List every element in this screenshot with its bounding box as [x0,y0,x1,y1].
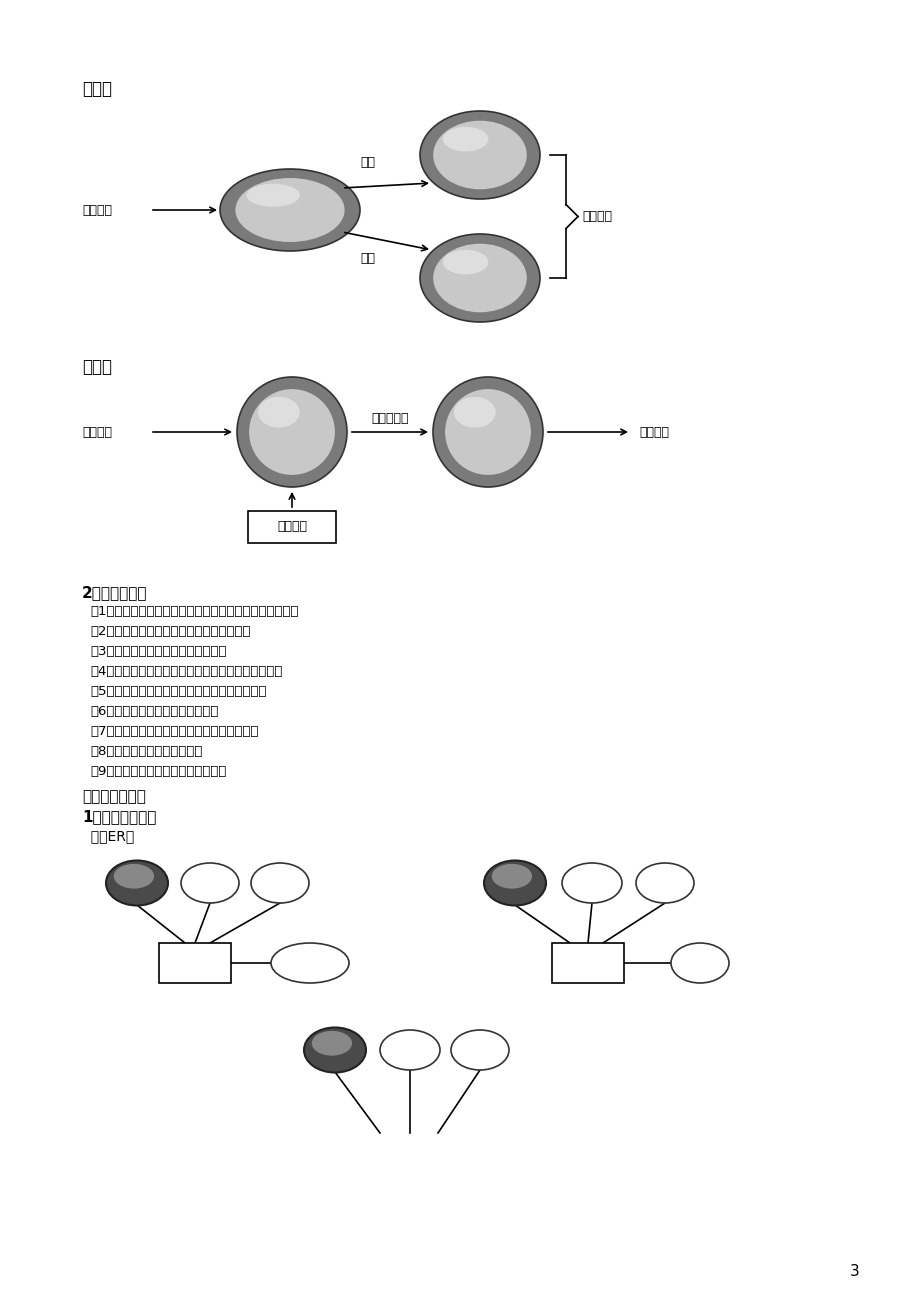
Text: 更新记录
4.2: 更新记录 4.2 [472,413,503,441]
Text: 各科: 各科 [360,251,375,264]
Text: 课程号: 课程号 [323,1043,346,1056]
Text: 局部ER图: 局部ER图 [82,829,134,842]
Ellipse shape [492,863,531,889]
Ellipse shape [181,863,239,904]
Ellipse shape [433,243,527,312]
Text: 性别: 性别 [272,876,287,889]
Text: 专业: 专业 [579,956,596,970]
Ellipse shape [483,861,545,905]
Ellipse shape [450,1030,508,1070]
Text: 统计选择 3.1: 统计选择 3.1 [263,198,316,211]
Text: 学生信息: 学生信息 [82,426,112,439]
Ellipse shape [420,234,539,322]
Ellipse shape [445,389,530,475]
Text: 第四层: 第四层 [82,79,112,98]
Text: （6）具有成绩统计，排名等功能。: （6）具有成绩统计，排名等功能。 [90,704,218,717]
Bar [551,943,623,983]
Text: 班级平均
成绩 3.1: 班级平均 成绩 3.1 [460,133,499,161]
Ellipse shape [433,121,527,189]
Text: 专业名: 专业名 [580,876,603,889]
Text: 各科平均
成绩 3.3: 各科平均 成绩 3.3 [460,256,499,284]
Ellipse shape [453,397,495,427]
Ellipse shape [257,397,300,427]
Text: 班级: 班级 [360,155,375,168]
Ellipse shape [635,863,693,904]
Ellipse shape [442,126,488,151]
Text: 专业号: 专业号 [504,876,526,889]
Text: 课程名: 课程名 [398,1043,421,1056]
Text: （5）能方便的对学生的个人学期成绩进行查询。: （5）能方便的对学生的个人学期成绩进行查询。 [90,685,267,698]
Text: （8）能输出常用的各种报表。: （8）能输出常用的各种报表。 [90,745,202,758]
Text: 2．功能需求：: 2．功能需求： [82,585,147,600]
Text: 姓名: 姓名 [202,876,217,889]
Text: 院系: 院系 [692,957,707,970]
Bar [159,943,231,983]
Text: （7）具有留级，休学等特殊情况的处理功能。: （7）具有留级，休学等特殊情况的处理功能。 [90,725,258,738]
Text: 成绩标准: 成绩标准 [277,521,307,534]
Ellipse shape [237,378,346,487]
Text: 出生年月: 出生年月 [295,957,324,970]
Ellipse shape [380,1030,439,1070]
Text: 学时: 学时 [472,1043,487,1056]
Ellipse shape [246,184,300,207]
Ellipse shape [420,111,539,199]
Text: 升留级名单: 升留级名单 [371,411,408,424]
Text: 二．数据库设计: 二．数据库设计 [82,789,146,805]
Ellipse shape [235,178,345,242]
Text: （4）实现学生成绩的录入，修改，删除等基本操作。: （4）实现学生成绩的录入，修改，删除等基本操作。 [90,665,282,678]
Ellipse shape [442,250,488,275]
Text: 学生信息: 学生信息 [82,203,112,216]
Text: 学生: 学生 [187,956,203,970]
Text: 统计成绩: 统计成绩 [582,210,611,223]
Ellipse shape [303,1027,366,1073]
Text: 学号: 学号 [130,876,144,889]
Bar [248,510,335,543]
Text: （2）对学生基本信息提供灵活的查询方式。: （2）对学生基本信息提供灵活的查询方式。 [90,625,250,638]
Ellipse shape [220,169,359,251]
Ellipse shape [562,863,621,904]
Text: 3: 3 [849,1264,859,1280]
Ellipse shape [249,389,335,475]
Ellipse shape [433,378,542,487]
Ellipse shape [271,943,348,983]
Ellipse shape [670,943,728,983]
Ellipse shape [251,863,309,904]
Ellipse shape [106,861,168,905]
Text: （1）实现学生基本情况的录入，修改，删除等基本操作。: （1）实现学生基本情况的录入，修改，删除等基本操作。 [90,605,298,618]
Text: 1．概念结构设计: 1．概念结构设计 [82,809,156,824]
Text: （9）具有数据备份和数据恢复功能。: （9）具有数据备份和数据恢复功能。 [90,766,226,779]
Text: 是否升留
级 4.1: 是否升留 级 4.1 [276,413,307,441]
Text: 人数: 人数 [657,876,672,889]
Text: （3）完成一个班级的学期选课功能。: （3）完成一个班级的学期选课功能。 [90,644,226,658]
Ellipse shape [114,863,153,889]
Text: 第五层: 第五层 [82,358,112,376]
Ellipse shape [312,1031,352,1056]
Text: 学生记录: 学生记录 [639,426,668,439]
